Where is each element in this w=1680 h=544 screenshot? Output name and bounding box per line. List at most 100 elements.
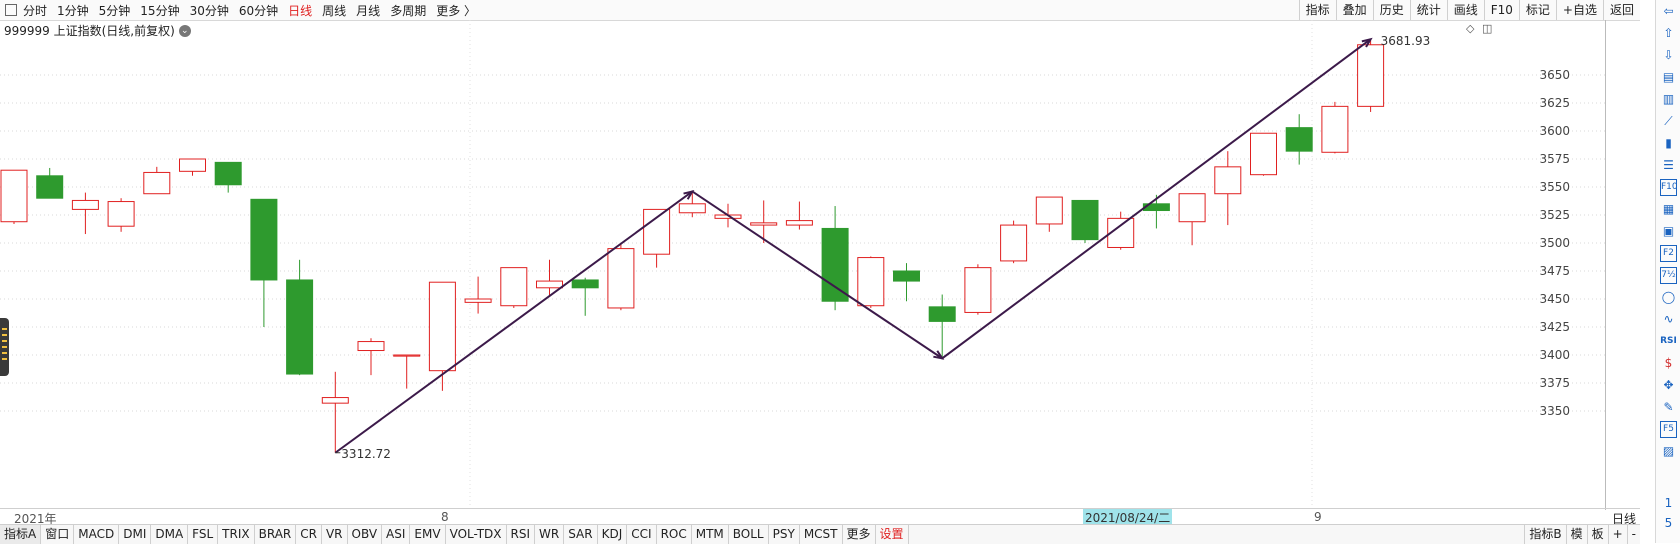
money-icon[interactable]: $	[1664, 356, 1673, 370]
bottom-right-tab-1[interactable]: 模	[1565, 525, 1587, 544]
indicator-tab-21[interactable]: BOLL	[729, 525, 769, 544]
period-tab-6[interactable]: 日线	[288, 3, 313, 18]
bottom-right-tab-0[interactable]: 指标B	[1524, 525, 1565, 544]
menu-button-7[interactable]: +自选	[1555, 0, 1603, 20]
trend-line	[334, 38, 1372, 454]
indicator-tab-2[interactable]: MACD	[74, 525, 120, 544]
period-tab-1[interactable]: 1分钟	[57, 3, 89, 18]
calendar-icon[interactable]: ▣	[1662, 224, 1675, 238]
indicator-tab-6[interactable]: TRIX	[218, 525, 255, 544]
up-arrow-icon[interactable]: ⇧	[1663, 26, 1674, 40]
period-label: 日线	[1612, 512, 1637, 526]
indicator-tab-16[interactable]: SAR	[564, 525, 598, 544]
price-tick-label: 3625	[1539, 96, 1570, 110]
menu-button-4[interactable]: 画线	[1446, 0, 1484, 20]
menu-button-2[interactable]: 历史	[1372, 0, 1410, 20]
candle-body	[1214, 166, 1242, 195]
f2-icon[interactable]: F2	[1660, 245, 1677, 262]
period-tab-5[interactable]: 60分钟	[238, 3, 279, 18]
fx-icon[interactable]: 7½	[1660, 267, 1677, 284]
period-toolbar: 分时 1分钟 5分钟 15分钟 30分钟 60分钟 日线 周线 月线 多周期 更多 〉 指标 叠加 历史…	[0, 0, 1640, 21]
indicator-tab-20[interactable]: MTM	[692, 525, 729, 544]
indicator-tab-22[interactable]: PSY	[769, 525, 800, 544]
f5-icon[interactable]: F5	[1660, 421, 1677, 438]
period-tab-8[interactable]: 月线	[356, 3, 381, 18]
indicator-tab-10[interactable]: OBV	[348, 525, 383, 544]
rsi-icon[interactable]: RSI	[1660, 336, 1677, 346]
period-tab-0[interactable]: 分时	[23, 3, 48, 18]
menu-button-5[interactable]: F10	[1483, 0, 1519, 20]
indicator-tab-1[interactable]: 窗口	[41, 525, 75, 544]
indicator-tab-18[interactable]: CCI	[627, 525, 657, 544]
candle-body	[678, 203, 706, 214]
menu-button-1[interactable]: 叠加	[1335, 0, 1373, 20]
bottom-right-tab-3[interactable]: +	[1607, 525, 1627, 544]
candle-body	[500, 267, 528, 307]
diamond-icon[interactable]: ◇	[1466, 22, 1475, 35]
price-tick-label: 3375	[1539, 376, 1570, 390]
move-icon[interactable]: ✥	[1663, 378, 1674, 392]
indicator-tab-12[interactable]: EMV	[410, 525, 446, 544]
price-tick-label: 3350	[1539, 404, 1570, 418]
period-tab-4[interactable]: 30分钟	[189, 3, 229, 18]
indicator-tab-4[interactable]: DMA	[151, 525, 189, 544]
indicator-tab-25[interactable]: 设置	[876, 525, 909, 544]
indicator-tab-3[interactable]: DMI	[119, 525, 152, 544]
panel-icon[interactable]: ◫	[1482, 22, 1493, 35]
right-toolbar: ⇦ ⇧ ⇩ ▤ ▥ ⟋ ▮ ☰ F10 ▦ ▣ F2 7½ ◯ ∿ RSI $ ✥ ✎ F5 ▨ 1 5	[1655, 0, 1680, 543]
indicator-tab-24[interactable]: 更多	[843, 525, 876, 544]
window-icon[interactable]	[5, 4, 17, 16]
period-tab-9[interactable]: 多周期	[390, 3, 427, 18]
bottom-right-tab-4[interactable]: -	[1626, 525, 1640, 544]
trend-arrowhead	[933, 350, 945, 360]
page-number-0[interactable]: 1	[1664, 496, 1673, 510]
back-arrow-icon[interactable]: ⇦	[1663, 4, 1674, 18]
indicator-tab-23[interactable]: MCST	[800, 525, 843, 544]
period-tab-2[interactable]: 5分钟	[98, 3, 131, 18]
indicator-tab-5[interactable]: FSL	[188, 525, 219, 544]
menu-button-0[interactable]: 指标	[1298, 0, 1336, 20]
candle-body	[1000, 224, 1028, 262]
kline-icon[interactable]: ▥	[1662, 92, 1675, 106]
chevron-down-icon[interactable]: ⌄	[178, 24, 191, 37]
candle-body	[821, 227, 849, 302]
oscillator-icon[interactable]: ∿	[1663, 312, 1674, 326]
menu-button-6[interactable]: 标记	[1518, 0, 1556, 20]
indicator-tab-11[interactable]: ASI	[382, 525, 411, 544]
cycle-icon[interactable]: ◯	[1661, 290, 1676, 304]
report-icon[interactable]: ☰	[1663, 158, 1674, 172]
image-icon[interactable]: ▨	[1662, 444, 1675, 458]
price-tick-label: 3650	[1539, 68, 1570, 82]
period-tab-3[interactable]: 15分钟	[140, 3, 180, 18]
price-tick-label: 3450	[1539, 292, 1570, 306]
indicator-tab-0[interactable]: 指标A	[0, 525, 42, 544]
indicator-tab-13[interactable]: VOL-TDX	[446, 525, 507, 544]
candle-icon[interactable]: ▮	[1665, 136, 1672, 150]
indicator-tab-7[interactable]: BRAR	[255, 525, 297, 544]
price-tick-label: 3525	[1539, 208, 1570, 222]
chart-list-icon[interactable]: ▤	[1662, 70, 1675, 84]
down-arrow-icon[interactable]: ⇩	[1663, 48, 1674, 62]
indicator-tab-15[interactable]: WR	[535, 525, 565, 544]
indicator-tab-9[interactable]: VR	[322, 525, 348, 544]
trend-arrowhead	[1361, 37, 1373, 48]
f10-icon[interactable]: F10	[1660, 179, 1678, 196]
doc-icon[interactable]: ▦	[1662, 202, 1675, 216]
side-drawer-handle[interactable]	[0, 318, 9, 376]
indicator-tab-14[interactable]: RSI	[507, 525, 536, 544]
menu-button-8[interactable]: 返回	[1602, 0, 1640, 20]
indicator-tab-19[interactable]: ROC	[657, 525, 692, 544]
menu-button-3[interactable]: 统计	[1409, 0, 1447, 20]
period-tab-7[interactable]: 周线	[322, 3, 347, 18]
page-number-1[interactable]: 5	[1664, 516, 1673, 530]
pencil-icon[interactable]: ✎	[1663, 400, 1674, 414]
trend-line-icon[interactable]: ⟋	[1664, 114, 1673, 128]
date-label-month-9: 9	[1314, 510, 1322, 524]
indicator-tab-17[interactable]: KDJ	[598, 525, 628, 544]
candle-body	[571, 279, 599, 289]
period-tab-10[interactable]: 更多 〉	[436, 3, 477, 18]
candlestick-chart[interactable]: 3650 3625 3600 3575 3550 3525 3500 3475 3450 3425…	[0, 20, 1605, 510]
indicator-tab-8[interactable]: CR	[296, 525, 322, 544]
candle-body	[536, 280, 563, 289]
bottom-right-tab-2[interactable]: 板	[1586, 525, 1608, 544]
